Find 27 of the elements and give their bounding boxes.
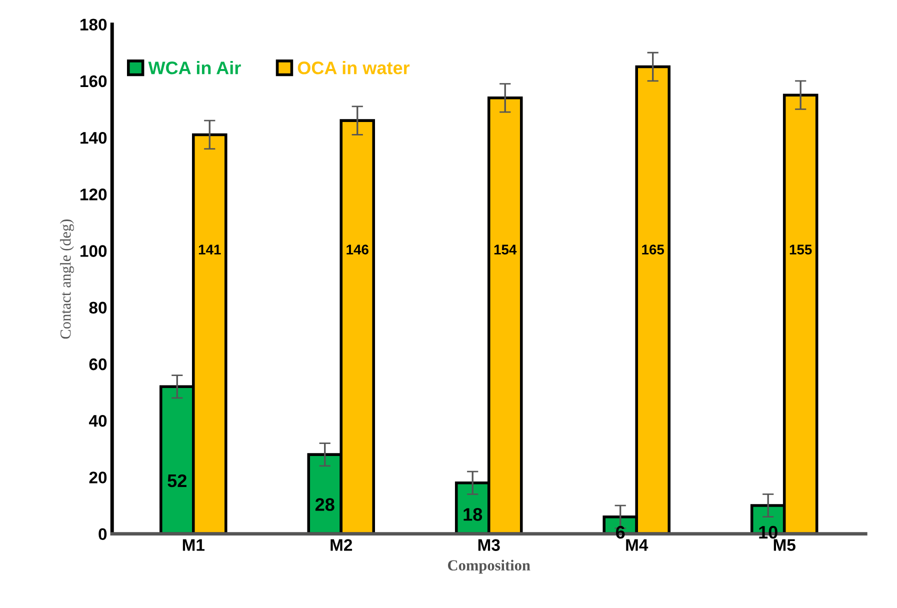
x-tick-label: M1 <box>182 539 204 551</box>
x-axis-title: Composition <box>448 560 530 574</box>
y-tick-label: 0 <box>98 528 107 540</box>
y-tick-label: 40 <box>88 415 107 427</box>
y-tick-label: 160 <box>80 75 107 88</box>
x-tick-label: M3 <box>478 539 500 551</box>
y-tick-label: 60 <box>89 358 107 370</box>
y-tick-label: 80 <box>89 302 107 314</box>
data-label: 18 <box>464 508 482 521</box>
data-label: 141 <box>198 244 221 254</box>
data-label: 155 <box>790 244 812 254</box>
y-tick-label: 140 <box>80 132 107 144</box>
x-tick-label: M5 <box>774 539 796 551</box>
data-label: 165 <box>642 244 664 254</box>
x-tick-label: M4 <box>626 539 648 551</box>
y-tick-label: 20 <box>89 472 107 484</box>
x-tick-label: M2 <box>330 539 352 551</box>
y-tick-label: 100 <box>80 245 107 257</box>
legend-label: WCA in Air <box>148 61 241 74</box>
y-tick-label: 120 <box>80 188 107 200</box>
y-axis-title: Contact angle (deg) <box>60 220 74 339</box>
data-label: 28 <box>315 498 334 511</box>
data-label: 146 <box>346 244 368 254</box>
y-tick-label: 180 <box>80 18 107 31</box>
legend-label: OCA in water <box>298 61 410 74</box>
data-label: 52 <box>168 474 186 488</box>
data-label: 154 <box>494 244 517 254</box>
